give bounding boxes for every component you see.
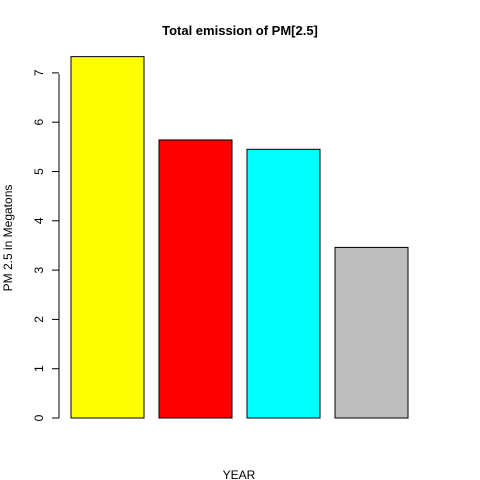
bar-3 bbox=[246, 148, 321, 419]
y-tick-label-7: 7 bbox=[32, 69, 46, 76]
bars bbox=[70, 56, 409, 419]
y-tick-label-6: 6 bbox=[32, 119, 46, 126]
y-tick-label-2: 2 bbox=[32, 316, 46, 323]
bar-4 bbox=[334, 246, 409, 419]
y-axis-ticks: 0 1 2 3 4 5 6 7 bbox=[32, 69, 59, 421]
x-axis-label: YEAR bbox=[223, 468, 256, 480]
bar-2 bbox=[158, 139, 233, 419]
y-tick-label-3: 3 bbox=[32, 266, 46, 273]
y-tick-label-4: 4 bbox=[32, 217, 46, 224]
bar-1 bbox=[70, 56, 145, 419]
chart-title: Total emission of PM[2.5] bbox=[162, 23, 318, 38]
y-tick-label-0: 0 bbox=[32, 414, 46, 421]
y-tick-label-5: 5 bbox=[32, 168, 46, 175]
y-tick-label-1: 1 bbox=[32, 365, 46, 372]
y-axis-label: PM 2.5 in Megatons bbox=[1, 185, 15, 292]
